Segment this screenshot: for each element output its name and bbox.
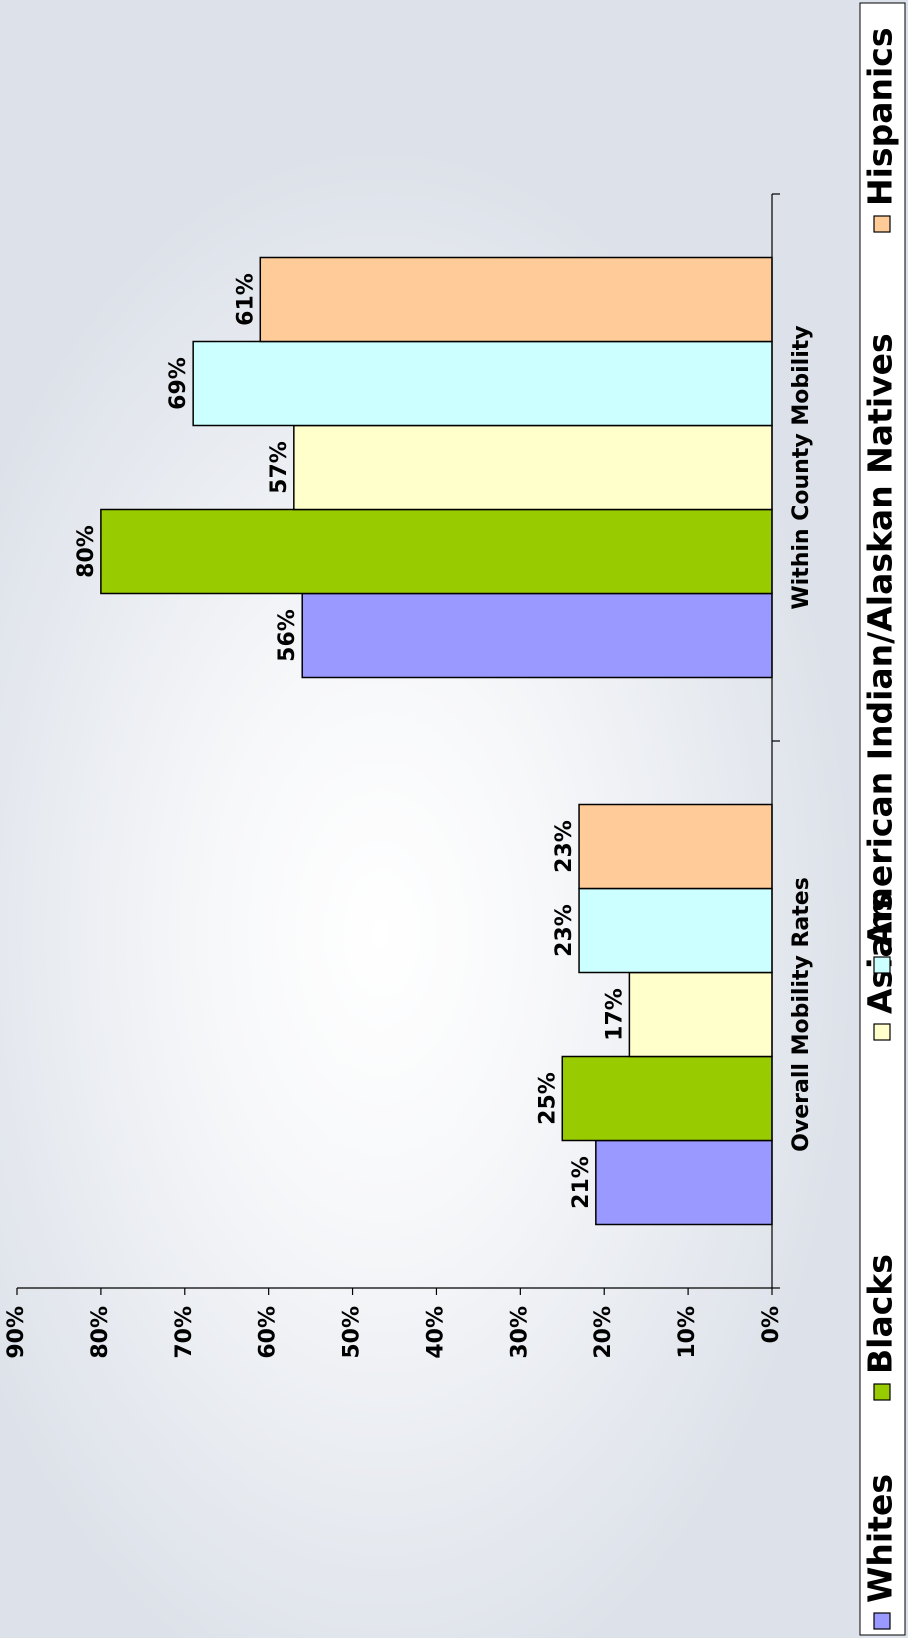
bar-blacks-overall-mobility-rates [561,1055,773,1142]
legend-label-asians: Asians [861,892,900,1014]
data-label: 23% [552,820,577,873]
bar-asians-within-county-mobility [293,424,773,511]
data-label: 17% [602,988,627,1041]
data-label: 69% [166,357,191,410]
data-label: 25% [535,1072,560,1125]
bar-american-indian-alaskan-natives-overall-mobility-rates [578,887,773,974]
category-label-overall-mobility-rates: Overall Mobility Rates [789,877,814,1152]
data-label: 61% [233,273,258,326]
value-tick-label: 60% [256,1306,281,1359]
data-label: 23% [552,904,577,957]
legend-label-hispanics: Hispanics [861,28,900,206]
value-tick-label: 90% [4,1306,29,1359]
value-tick-label: 30% [507,1306,532,1359]
value-tick-label: 40% [423,1306,448,1359]
bar-hispanics-within-county-mobility [259,256,773,343]
legend-swatch-blacks [873,1383,891,1401]
data-label: 56% [275,609,300,662]
legend-swatch-american-indian-alaskan-natives [873,956,891,974]
data-label: 21% [569,1156,594,1209]
bar-asians-overall-mobility-rates [628,971,773,1058]
data-label: 57% [267,441,292,494]
legend-swatch-asians [873,1023,891,1041]
value-tick-label: 20% [591,1306,616,1359]
category-axis-labels: Overall Mobility Rates Within County Mobi… [789,325,814,1151]
legend-label-whites: Whites [861,1474,900,1603]
bar-whites-within-county-mobility [301,592,773,679]
legend-box [859,2,906,1636]
value-axis: 0% 10% 20% 30% 40% 50% 60% 70% 80% 90% [4,193,784,1359]
data-label: 80% [74,525,99,578]
value-tick-label: 80% [88,1306,113,1359]
legend-label-american-indian-alaskan-natives: American Indian/Alaskan Natives [861,333,900,947]
legend-label-blacks: Blacks [861,1254,900,1374]
bar-blacks-within-county-mobility [100,508,773,595]
plot-area: 21% 25% 17% 23% 23% 56% 80% 57% 69% 61% [74,256,773,1226]
legend-swatch-hispanics [873,215,891,233]
category-label-within-county-mobility: Within County Mobility [789,325,814,609]
value-tick-label: 50% [340,1306,365,1359]
legend-swatch-whites [873,1612,891,1630]
bar-whites-overall-mobility-rates [595,1139,773,1226]
bar-american-indian-alaskan-natives-within-county-mobility [192,340,773,427]
bar-hispanics-overall-mobility-rates [578,803,773,890]
value-tick-label: 70% [172,1306,197,1359]
value-tick-label: 0% [759,1306,784,1343]
value-tick-label: 10% [675,1306,700,1359]
